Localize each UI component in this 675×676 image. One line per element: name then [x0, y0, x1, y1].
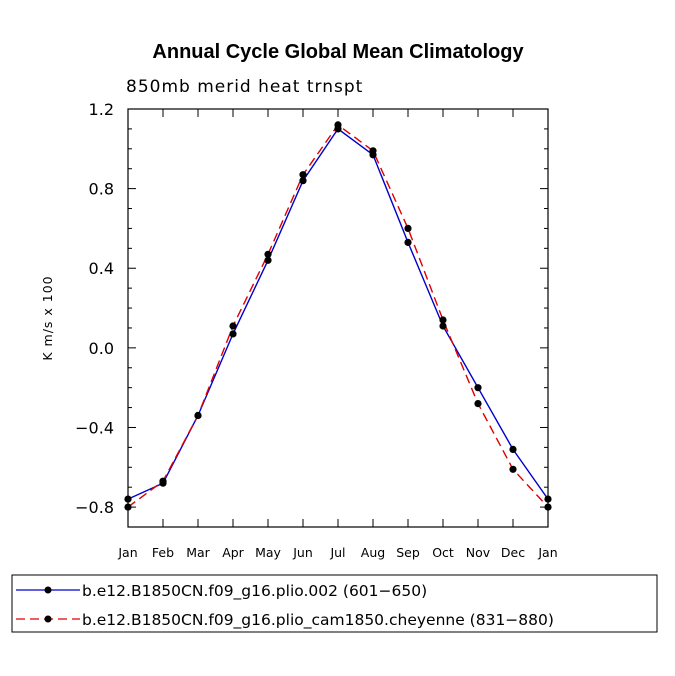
x-tick-label: Jan — [537, 545, 557, 560]
series-2-point — [509, 465, 517, 473]
legend-marker-2 — [44, 615, 52, 623]
y-tick-label: 1.2 — [89, 100, 114, 119]
y-tick-label: 0.8 — [89, 180, 114, 199]
series-2-point — [439, 316, 447, 324]
y-axis-label: K m/s x 100 — [40, 275, 55, 360]
chart-title: Annual Cycle Global Mean Climatology — [152, 41, 524, 63]
series-layer — [124, 121, 552, 511]
series-2-point — [544, 503, 552, 511]
axes-frame: −0.8 −0.4 0.0 0.4 0.8 1.2 Jan Feb Mar Apr May Jun Ju… — [75, 100, 558, 560]
series-2-point — [229, 322, 237, 330]
series-2-point — [474, 400, 482, 408]
series-2-point — [404, 224, 412, 232]
series-2-point — [159, 477, 167, 485]
series-1-point — [509, 445, 517, 453]
chart-subtitle: 850mb merid heat trnspt — [126, 77, 363, 97]
x-tick-label: Jan — [117, 545, 137, 560]
series-2-point — [264, 250, 272, 258]
legend-entry-2: b.e12.B1850CN.f09_g16.plio_cam1850.cheye… — [16, 611, 554, 630]
x-tick-label: Nov — [466, 545, 491, 560]
legend-label-1: b.e12.B1850CN.f09_g16.plio.002 (601−650) — [82, 582, 427, 601]
series-1-point — [124, 495, 132, 503]
legend-entry-1: b.e12.B1850CN.f09_g16.plio.002 (601−650) — [16, 582, 427, 601]
x-tick-label: Dec — [501, 545, 525, 560]
series-2-point — [194, 411, 202, 420]
y-tick-label: −0.4 — [75, 418, 114, 437]
series-line-1 — [127, 127, 549, 500]
series-2-point — [299, 171, 307, 179]
series-1-point — [544, 495, 552, 503]
series-line-2 — [127, 123, 549, 508]
series-2-point — [124, 503, 132, 511]
x-tick-label: Mar — [186, 545, 210, 560]
plot-frame — [127, 108, 549, 528]
x-tick-label: Jul — [329, 545, 345, 560]
legend-marker-1 — [44, 586, 52, 594]
series-1-point — [229, 330, 237, 338]
series-2-point — [334, 121, 342, 129]
y-tick-label: −0.8 — [75, 498, 114, 517]
x-tick-label: May — [255, 545, 281, 560]
y-tick-label: 0.4 — [89, 259, 114, 278]
legend-box — [11, 574, 658, 633]
series-2-point — [369, 147, 377, 155]
series-1-point — [264, 256, 272, 264]
x-tick-label: Oct — [432, 545, 454, 560]
series-1-point — [474, 384, 482, 392]
x-tick-label: Sep — [396, 545, 420, 560]
series-1-point — [439, 322, 447, 330]
legend-label-2: b.e12.B1850CN.f09_g16.plio_cam1850.cheye… — [82, 611, 554, 630]
x-tick-label: Aug — [361, 545, 385, 560]
x-tick-label: Jun — [292, 545, 313, 560]
x-tick-label: Feb — [152, 545, 174, 560]
series-1-point — [404, 238, 412, 246]
y-tick-label: 0.0 — [89, 339, 114, 358]
series-1-point — [299, 177, 307, 185]
x-tick-label: Apr — [222, 545, 244, 560]
